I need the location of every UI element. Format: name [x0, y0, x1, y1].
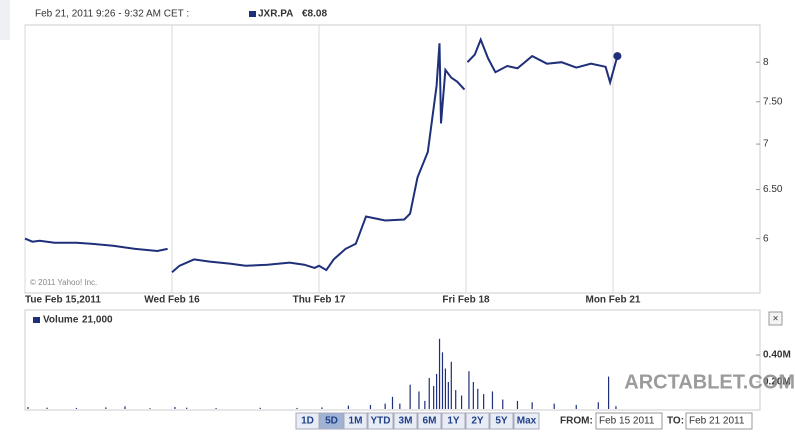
- volume-bar: [516, 400, 519, 409]
- range-button[interactable]: [295, 412, 320, 430]
- range-button[interactable]: [319, 412, 344, 430]
- close-icon[interactable]: ×: [773, 314, 779, 325]
- volume-bar: [597, 402, 599, 409]
- volume-bar: [418, 391, 420, 409]
- to-label: TO:: [667, 416, 684, 427]
- x-tick-label: Thu Feb 17: [293, 295, 346, 306]
- volume-bar: [450, 361, 452, 409]
- x-tick-label: Mon Feb 21: [585, 295, 640, 306]
- volume-bar: [409, 384, 411, 409]
- volume-bar: [75, 407, 78, 409]
- range-button-label[interactable]: 5D: [325, 416, 338, 427]
- volume-bar: [46, 407, 48, 409]
- price: €8.08: [302, 9, 327, 20]
- range-button[interactable]: [441, 412, 466, 430]
- range-button-label[interactable]: 1Y: [447, 416, 460, 427]
- x-tick-label: Tue Feb 15,2011: [25, 295, 101, 306]
- range-button-label[interactable]: 2Y: [471, 416, 484, 427]
- range-button-label[interactable]: Max: [517, 416, 537, 427]
- volume-bar: [615, 406, 617, 409]
- volume-bar: [531, 402, 533, 409]
- volume-bar: [321, 407, 323, 409]
- volume-bar: [27, 406, 29, 409]
- volume-bar: [607, 376, 610, 409]
- volume-bar: [438, 338, 441, 409]
- y-tick-label: 6: [763, 233, 769, 244]
- y-tick-label: 0.20M: [763, 377, 791, 388]
- volume-bar: [399, 403, 401, 409]
- close-button[interactable]: [768, 311, 783, 326]
- from-input[interactable]: [595, 412, 663, 430]
- copyright: © 2011 Yahoo! Inc.: [30, 278, 97, 287]
- volume-bar: [391, 396, 394, 409]
- range-button-label[interactable]: 5Y: [495, 416, 508, 427]
- y-tick-label: 6.50: [763, 184, 783, 195]
- volume-bar: [347, 405, 349, 409]
- volume-bar: [433, 386, 435, 409]
- volume-bar: [472, 382, 474, 409]
- volume-bar: [468, 371, 470, 409]
- volume-bar: [424, 400, 426, 409]
- volume-bar: [575, 404, 577, 409]
- volume-bar: [296, 407, 298, 409]
- range-button[interactable]: [489, 412, 514, 430]
- volume-bar: [436, 373, 438, 409]
- volume-bar: [384, 403, 386, 409]
- from-label: FROM:: [560, 416, 593, 427]
- volume-bar: [369, 404, 372, 409]
- volume-bar: [149, 408, 151, 409]
- y-tick-label: 7.50: [763, 96, 783, 107]
- range-button[interactable]: [513, 412, 540, 430]
- volume-bar: [483, 394, 485, 409]
- symbol: JXR.PA: [258, 9, 293, 20]
- side-strip: [0, 0, 10, 40]
- volume-bar: [105, 407, 107, 409]
- volume-bar: [186, 407, 188, 409]
- volume-bar: [477, 388, 479, 409]
- y-tick-label: 7: [763, 139, 769, 150]
- volume-bar: [259, 407, 261, 409]
- range-button[interactable]: [393, 412, 418, 430]
- y-tick-label: 8: [763, 57, 769, 68]
- legend-swatch: [249, 11, 256, 17]
- volume-bar: [553, 403, 555, 409]
- volume-bar: [215, 408, 217, 409]
- volume-bar: [174, 406, 176, 409]
- volume-bar: [441, 352, 444, 409]
- watermark: ARCTABLET.COM: [624, 371, 795, 393]
- range-button-label[interactable]: 1D: [301, 416, 314, 427]
- volume-swatch: [33, 317, 40, 323]
- volume-frame: [24, 309, 761, 411]
- to-input[interactable]: [685, 412, 753, 430]
- volume-bar: [502, 399, 504, 409]
- range-button-label[interactable]: 3M: [399, 416, 413, 427]
- volume-bar: [428, 377, 430, 409]
- range-button-label[interactable]: YTD: [371, 416, 391, 427]
- volume-bar: [491, 391, 494, 409]
- volume-legend: Volume: [43, 315, 79, 326]
- range-button[interactable]: [417, 412, 442, 430]
- range-button[interactable]: [343, 412, 368, 430]
- volume-bar: [460, 395, 463, 409]
- volume-current: 21,000: [82, 315, 113, 326]
- price-line: [24, 36, 619, 273]
- x-tick-label: Fri Feb 18: [442, 295, 490, 306]
- range-button[interactable]: [367, 412, 394, 430]
- volume-bar: [455, 390, 457, 409]
- range-button-label[interactable]: 6M: [423, 416, 437, 427]
- volume-bar: [444, 368, 447, 409]
- date-range: Feb 21, 2011 9:26 - 9:32 AM CET :: [35, 9, 189, 20]
- y-tick-label: 0.40M: [763, 350, 791, 361]
- range-button[interactable]: [465, 412, 490, 430]
- to-value[interactable]: Feb 21 2011: [689, 416, 745, 427]
- x-tick-label: Wed Feb 16: [144, 295, 200, 306]
- range-button-label[interactable]: 1M: [349, 416, 363, 427]
- from-value[interactable]: Feb 15 2011: [599, 416, 655, 427]
- volume-bar: [447, 382, 449, 409]
- volume-bar: [124, 406, 126, 409]
- last-point: [613, 52, 622, 61]
